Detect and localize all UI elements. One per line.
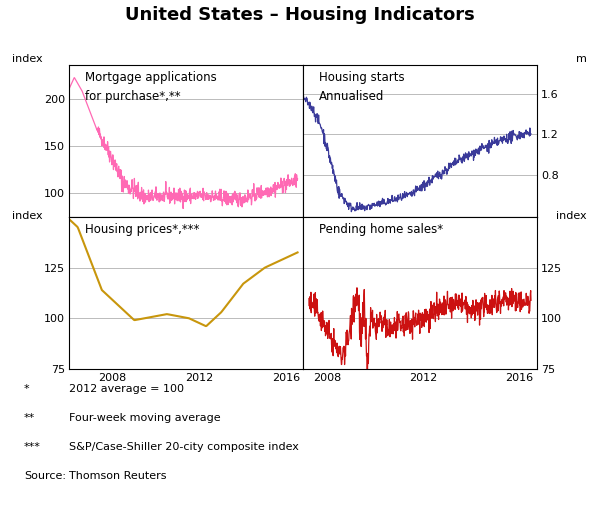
Text: Housing prices*,***: Housing prices*,*** [85,223,200,236]
Text: index: index [12,211,43,221]
Text: 2012 average = 100: 2012 average = 100 [69,384,184,394]
Text: Housing starts: Housing starts [319,72,405,84]
Text: Mortgage applications: Mortgage applications [85,72,217,84]
Text: United States – Housing Indicators: United States – Housing Indicators [125,6,475,24]
Text: Four-week moving average: Four-week moving average [69,413,221,423]
Text: S&P/Case-Shiller 20-city composite index: S&P/Case-Shiller 20-city composite index [69,442,299,452]
Text: Thomson Reuters: Thomson Reuters [69,471,167,481]
Text: *: * [24,384,29,394]
Text: Pending home sales*: Pending home sales* [319,223,443,236]
Text: index: index [12,54,43,64]
Text: for purchase*,**: for purchase*,** [85,89,181,103]
Text: Source:: Source: [24,471,66,481]
Text: index: index [556,211,587,221]
Text: **: ** [24,413,35,423]
Text: Annualised: Annualised [319,89,385,103]
Text: m: m [576,54,587,64]
Text: ***: *** [24,442,41,452]
